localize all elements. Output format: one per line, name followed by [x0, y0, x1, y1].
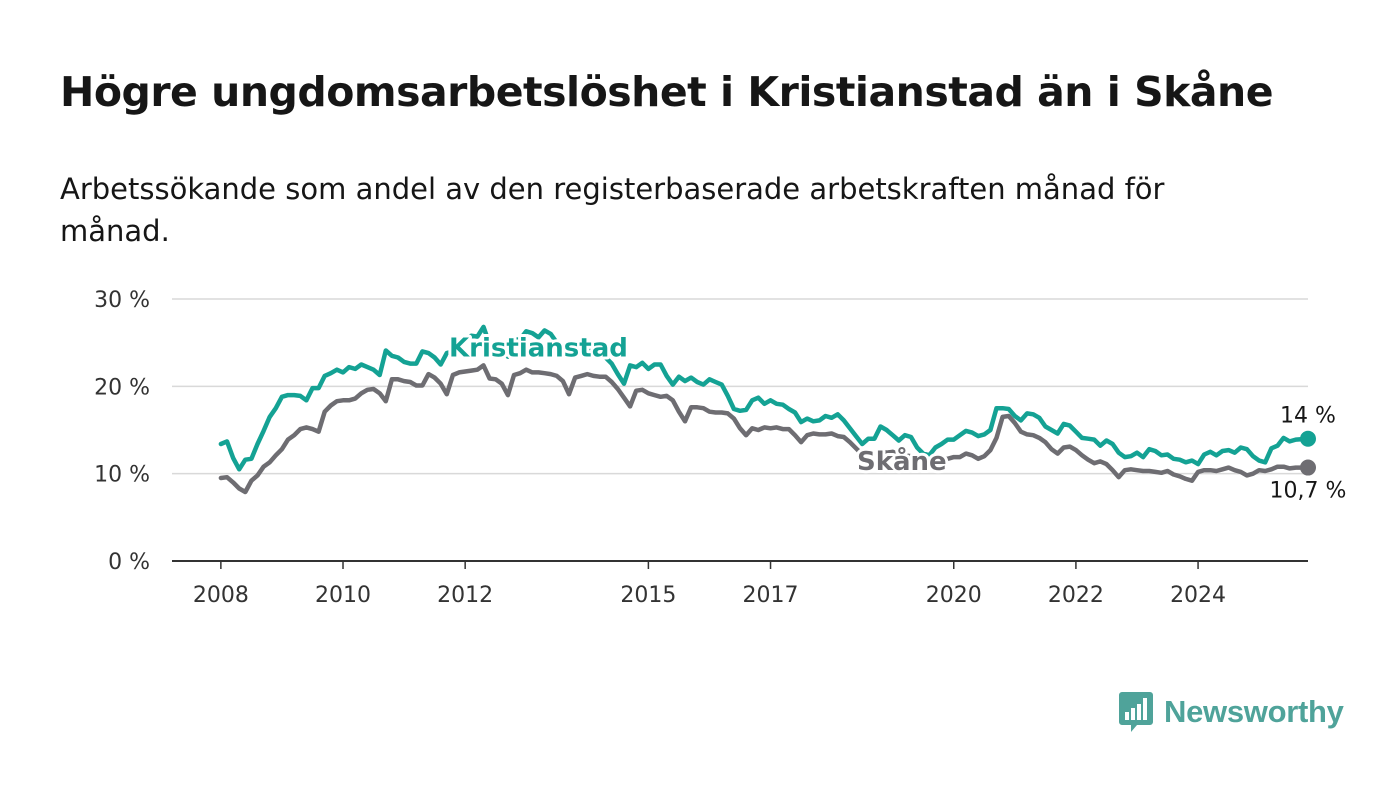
chart-subtitle: Arbetssökande som andel av den registerb…: [60, 172, 1165, 248]
series-label: Kristianstad: [449, 334, 628, 364]
series-label: Skåne: [857, 445, 947, 477]
series-line-kristianstad: [218, 324, 1311, 472]
x-tick-label: 2008: [193, 583, 249, 608]
logo-wordmark: Newsworthy: [1164, 694, 1344, 729]
y-tick-label: 10 %: [94, 463, 150, 488]
x-tick-label: 2020: [926, 583, 982, 608]
series-lines: [218, 324, 1316, 495]
x-tick-label: 2017: [743, 583, 799, 608]
x-tick-label: 2024: [1170, 583, 1226, 608]
gridlines: 0 % 10 % 20 % 30 %: [94, 288, 1308, 575]
y-tick-label: 20 %: [94, 375, 150, 400]
y-tick-label: 0 %: [108, 550, 150, 575]
series-line-sk-ne: [218, 363, 1311, 495]
bar-chart-speech-bubble-icon: [1119, 692, 1153, 732]
end-point-marker: [1300, 459, 1316, 476]
y-tick-label: 30 %: [94, 288, 150, 313]
x-tick-label: 2015: [620, 583, 676, 608]
x-tick-label: 2012: [437, 583, 493, 608]
x-axis: 2008 2010 2012 2015 2017 2020 2022 2024: [172, 560, 1308, 608]
end-point-marker: [1300, 430, 1316, 447]
x-tick-label: 2022: [1048, 583, 1104, 608]
x-tick-label: 2010: [315, 583, 371, 608]
end-value-label: 14 %: [1280, 404, 1336, 429]
end-value-label: 10,7 %: [1270, 479, 1347, 504]
chart-title: Högre ungdomsarbetslöshet i Kristianstad…: [60, 68, 1274, 116]
newsworthy-logo: Newsworthy: [1118, 690, 1344, 734]
series-labels: 14 % 10,7 % Kristianstad Skåne: [446, 331, 1347, 504]
